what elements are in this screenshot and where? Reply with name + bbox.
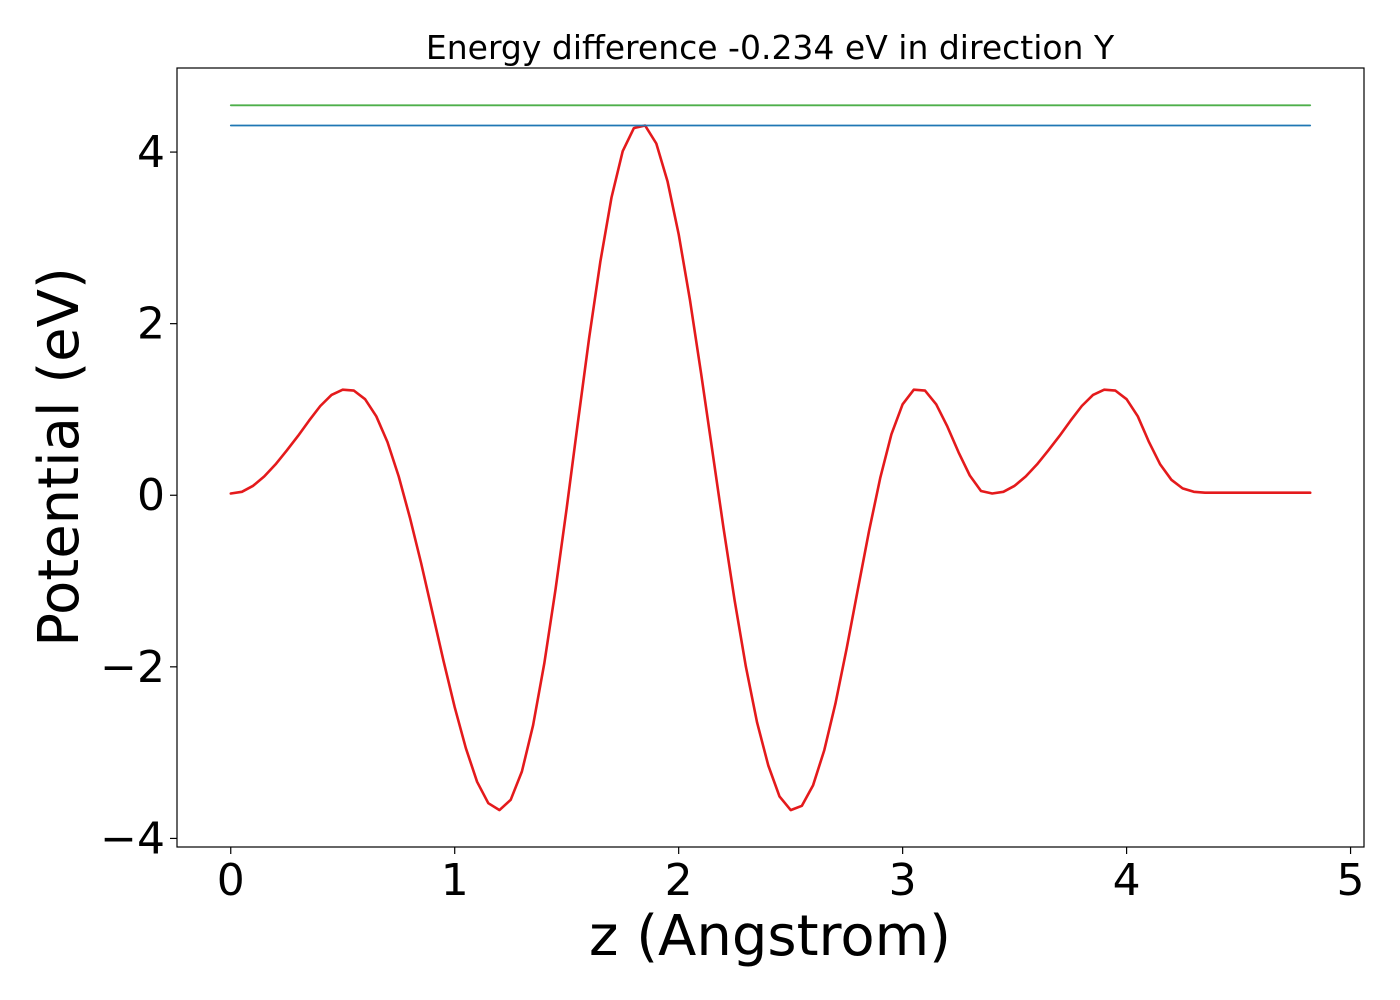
- y-tick-label: 2: [137, 299, 165, 350]
- x-tick-label: 4: [1113, 855, 1141, 906]
- x-tick-label: 5: [1337, 855, 1365, 906]
- y-tick-label: −2: [100, 642, 165, 693]
- chart-title: Energy difference -0.234 eV in direction…: [426, 28, 1115, 67]
- x-tick-label: 1: [441, 855, 469, 906]
- x-axis-ticks: 0 1 2 3 4 5: [217, 847, 1365, 906]
- y-tick-label: 0: [137, 470, 165, 521]
- series-layer: [229, 104, 1312, 812]
- y-axis-ticks: −4 −2 0 2 4: [100, 127, 177, 864]
- y-axis-label: Potential (eV): [27, 267, 92, 647]
- x-tick-label: 3: [889, 855, 917, 906]
- plot-frame: [176, 67, 1365, 848]
- x-axis-label: z (Angstrom): [589, 904, 951, 969]
- series-line-0: [229, 124, 1312, 812]
- x-tick-label: 2: [665, 855, 693, 906]
- y-tick-label: −4: [100, 813, 165, 864]
- x-tick-label: 0: [217, 855, 245, 906]
- y-tick-label: 4: [137, 127, 165, 178]
